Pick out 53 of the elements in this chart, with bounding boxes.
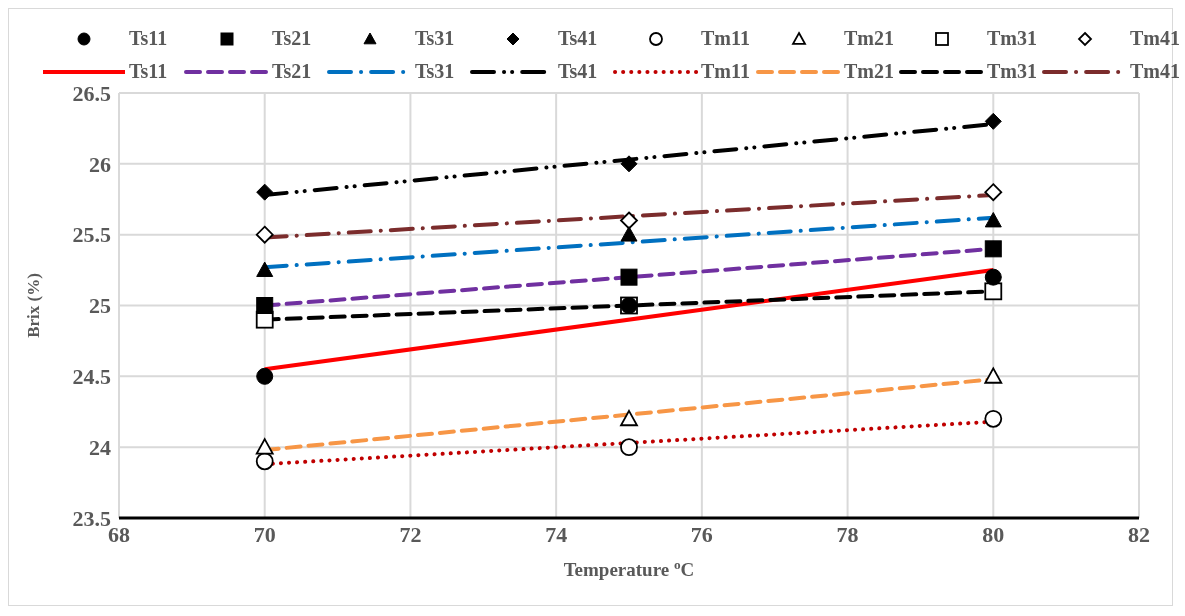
point [620, 409, 638, 427]
legend-label: Ts41 [558, 27, 598, 50]
legend-label: Tm21 [844, 60, 894, 83]
x-tick-label: 74 [545, 521, 568, 547]
x-tick-label: 78 [836, 521, 859, 547]
point [620, 155, 638, 173]
legend-label: Ts11 [129, 27, 168, 50]
point [256, 297, 274, 314]
x-axis-title: Temperature $^{o}$C [563, 556, 695, 580]
point [255, 438, 274, 455]
x-tick-label: 82 [1128, 521, 1150, 547]
y-tick-label: 25 [89, 293, 111, 319]
y-tick-label: 25.5 [72, 222, 111, 248]
legend-label: Ts21 [272, 27, 312, 50]
point [984, 282, 1003, 301]
point [984, 268, 1002, 286]
point [984, 367, 1003, 384]
legend-label: Ts21 [272, 60, 312, 83]
legend-label: Tm11 [701, 60, 750, 83]
y-axis-title: Brix (%) [24, 273, 43, 338]
point [984, 112, 1002, 130]
point [984, 212, 1002, 228]
y-tick-label: 26 [89, 151, 111, 177]
y-tick-label: 26.5 [72, 80, 111, 106]
x-tick-label: 76 [690, 521, 713, 547]
point [984, 183, 1003, 202]
point [620, 268, 638, 286]
point [256, 261, 274, 277]
point [984, 409, 1003, 428]
point [620, 438, 638, 457]
point [256, 183, 274, 201]
point [256, 367, 274, 385]
y-tick-label: 23.5 [72, 505, 111, 531]
point [984, 240, 1002, 258]
y-tick-label: 24.5 [72, 364, 111, 390]
legend-label: Tm31 [987, 60, 1037, 83]
legend-label: Tm41 [1130, 60, 1180, 83]
point [620, 226, 638, 242]
legend-label: Tm41 [1130, 27, 1180, 50]
y-tick-label: 24 [89, 434, 111, 460]
legend-label: Tm31 [987, 27, 1037, 50]
legend-label: Tm11 [701, 27, 750, 50]
legend-label: Ts41 [558, 60, 598, 83]
point [255, 225, 274, 244]
x-tick-label: 80 [982, 521, 1005, 547]
legend-label: Ts31 [415, 27, 455, 50]
legend-label: Ts11 [129, 60, 168, 83]
legend-label: Tm21 [844, 27, 894, 50]
point [620, 211, 638, 230]
x-tick-label: 70 [253, 521, 276, 547]
legend-label: Ts31 [415, 60, 455, 83]
x-tick-label: 72 [399, 521, 422, 547]
point [255, 452, 274, 471]
